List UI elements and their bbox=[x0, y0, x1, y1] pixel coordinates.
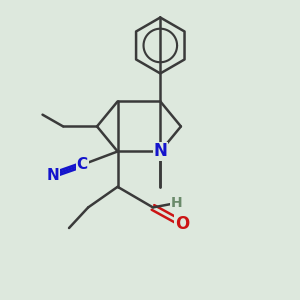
Text: H: H bbox=[171, 196, 182, 210]
Text: C: C bbox=[77, 157, 88, 172]
Text: O: O bbox=[175, 214, 190, 232]
Text: N: N bbox=[46, 167, 59, 182]
Text: N: N bbox=[153, 142, 167, 160]
